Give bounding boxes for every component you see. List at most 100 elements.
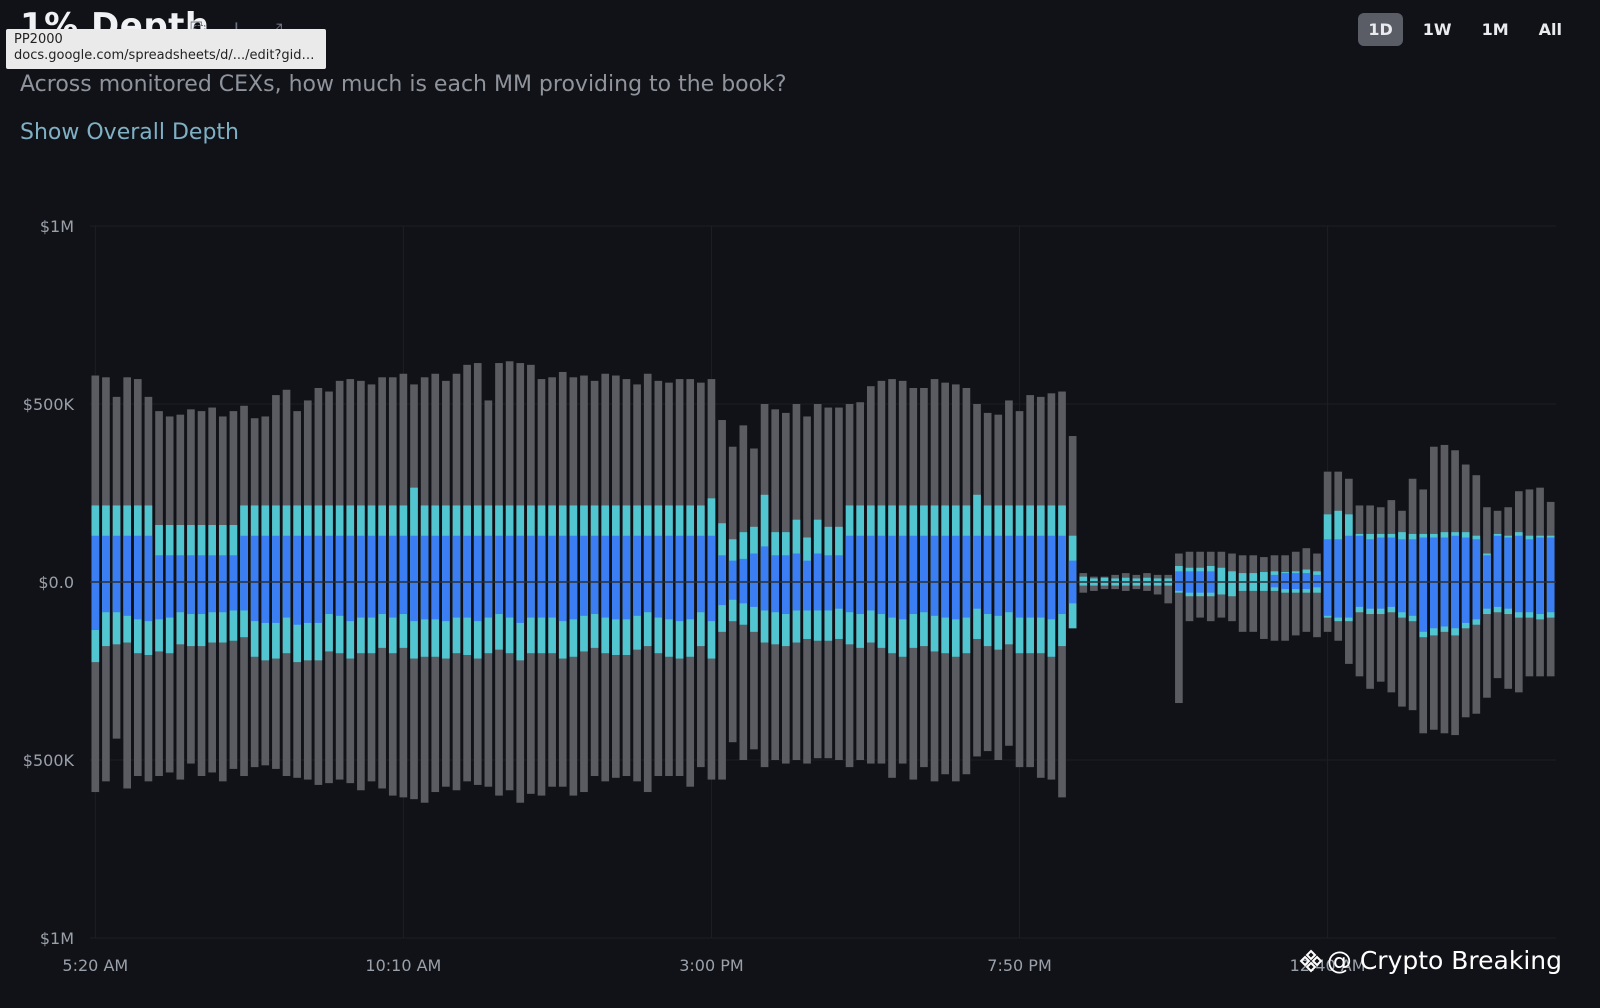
- inner-bar-down: [654, 582, 663, 618]
- total-bar-down: [1387, 582, 1396, 693]
- outer-bar-up: [1228, 571, 1236, 582]
- inner-bar-down: [1281, 582, 1289, 590]
- total-bar-up: [112, 396, 121, 582]
- inner-bar-down: [484, 582, 493, 618]
- outer-bar-down: [824, 582, 833, 641]
- total-bar-down: [1546, 582, 1555, 677]
- total-bar-down: [197, 582, 206, 777]
- inner-bar-up: [1472, 539, 1481, 582]
- inner-bar-down: [835, 582, 843, 609]
- inner-bar-down: [633, 582, 641, 616]
- inner-bar-down: [792, 582, 801, 611]
- range-all-button[interactable]: All: [1538, 20, 1562, 39]
- chart-bars: [90, 361, 1556, 803]
- total-bar-down: [473, 582, 482, 785]
- inner-bar-down: [367, 582, 376, 618]
- inner-bar-down: [548, 582, 556, 618]
- total-bar-down: [1419, 582, 1428, 734]
- outer-bar-down: [1217, 582, 1226, 595]
- outer-bar-down: [1228, 582, 1236, 597]
- total-bar-down: [856, 582, 865, 760]
- range-1w-button[interactable]: 1W: [1422, 20, 1452, 39]
- inner-bar-down: [675, 582, 684, 622]
- inner-bar-up: [367, 535, 376, 582]
- inner-bar-down: [1302, 582, 1311, 590]
- chart-subtitle: Across monitored CEXs, how much is each …: [20, 72, 787, 97]
- outer-bar-up: [155, 525, 163, 582]
- total-bar-down: [1355, 582, 1364, 677]
- total-bar-down: [367, 582, 376, 782]
- inner-bar-down: [218, 582, 227, 613]
- outer-bar-down: [229, 582, 238, 641]
- inner-bar-up: [622, 535, 631, 582]
- total-bar-up: [133, 379, 142, 582]
- total-bar-down: [1281, 582, 1289, 641]
- inner-bar-down: [357, 582, 365, 618]
- total-bar-down: [314, 582, 323, 785]
- range-1m-button[interactable]: 1M: [1481, 20, 1509, 39]
- total-bar-up: [357, 380, 365, 582]
- inner-bar-down: [580, 582, 588, 616]
- total-bar-up: [537, 379, 546, 582]
- total-bar-down: [983, 582, 992, 752]
- inner-bar-up: [420, 535, 429, 582]
- inner-bar-down: [750, 582, 758, 607]
- inner-bar-up: [495, 535, 503, 582]
- outer-bar-down: [399, 582, 408, 648]
- inner-bar-up: [675, 535, 684, 582]
- inner-bar-down: [601, 582, 610, 618]
- inner-bar-down: [1504, 582, 1513, 609]
- total-bar-down: [1175, 582, 1183, 704]
- outer-bar-down: [1068, 582, 1077, 629]
- total-bar-up: [378, 377, 386, 582]
- total-bar-up: [1260, 557, 1268, 582]
- inner-bar-up: [941, 535, 949, 582]
- inner-bar-down: [452, 582, 461, 618]
- total-bar-down: [1047, 582, 1056, 780]
- inner-bar-down: [707, 582, 716, 622]
- total-bar-up: [548, 377, 556, 582]
- show-overall-depth-link[interactable]: Show Overall Depth: [20, 120, 239, 145]
- inner-bar-up: [920, 535, 928, 582]
- outer-bar-down: [102, 582, 110, 647]
- total-bar-down: [484, 582, 493, 787]
- inner-bar-down: [813, 582, 822, 611]
- total-bar-up: [293, 411, 301, 582]
- inner-bar-up: [346, 535, 355, 582]
- range-1d-button[interactable]: 1D: [1358, 13, 1403, 46]
- inner-bar-down: [293, 582, 301, 625]
- total-bar-up: [102, 377, 110, 582]
- inner-bar-up: [112, 535, 121, 582]
- x-tick-label: 7:50 PM: [987, 956, 1051, 975]
- inner-bar-up: [229, 555, 238, 582]
- total-bar-down: [303, 582, 312, 780]
- outer-bar-down: [750, 582, 758, 632]
- total-bar-down: [325, 582, 333, 784]
- total-bar-down: [1026, 582, 1034, 768]
- total-bar-down: [601, 582, 610, 782]
- total-bar-down: [144, 582, 153, 782]
- total-bar-up: [877, 380, 886, 582]
- total-bar-up: [314, 387, 323, 582]
- inner-bar-down: [410, 582, 418, 622]
- total-bar-up: [261, 416, 270, 582]
- total-bar-up: [197, 411, 206, 582]
- total-bar-down: [91, 582, 100, 793]
- y-axis: $1M $500K $0.0 $500K $1M: [23, 217, 75, 948]
- inner-bar-up: [909, 535, 918, 582]
- inner-bar-down: [973, 582, 981, 609]
- outer-bar-up: [1260, 572, 1268, 582]
- total-bar-up: [410, 384, 418, 582]
- inner-bar-down: [303, 582, 312, 623]
- outer-bar-up: [1079, 576, 1088, 582]
- outer-bar-down: [112, 582, 121, 645]
- inner-bar-up: [643, 535, 652, 582]
- outer-bar-down: [728, 582, 737, 622]
- inner-bar-up: [792, 553, 801, 582]
- total-bar-down: [1228, 582, 1236, 622]
- inner-bar-down: [1525, 582, 1534, 613]
- tooltip-title: PP2000: [14, 32, 63, 47]
- inner-bar-up: [272, 535, 280, 582]
- total-bar-up: [484, 400, 493, 582]
- inner-bar-down: [325, 582, 333, 615]
